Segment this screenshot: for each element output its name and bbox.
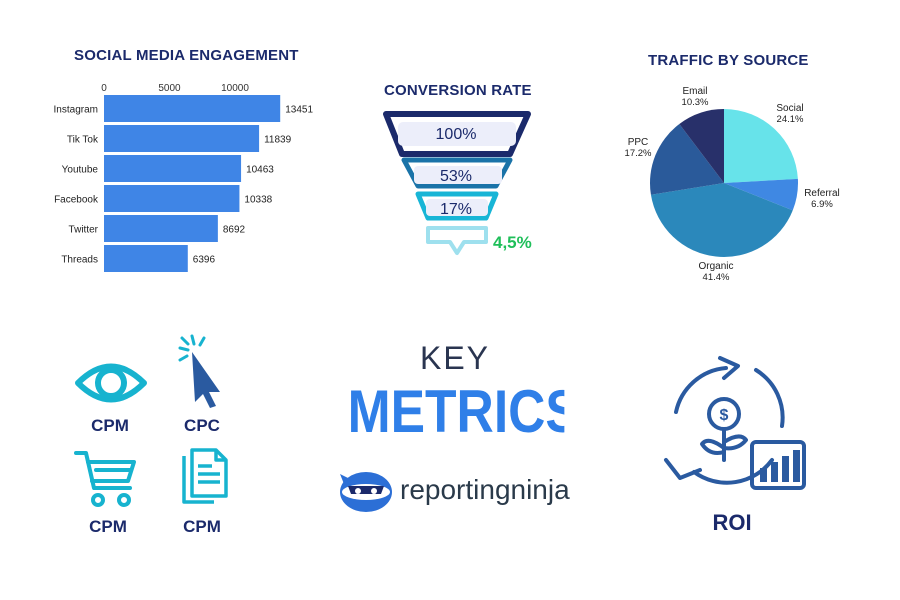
pie-slice-label: PPC (628, 137, 649, 148)
funnel-stage-3-inner (426, 199, 488, 216)
pie-slice (724, 178, 798, 211)
bar-value-label: 8692 (223, 225, 246, 236)
funnel-stage-4 (426, 226, 488, 255)
pie-slice-label: Email (682, 86, 707, 97)
funnel-stage-1-inner (398, 122, 516, 146)
category-label: Tik Tok (67, 135, 99, 146)
pie-slice (650, 123, 724, 195)
roi-growth-cycle-icon: $ (664, 356, 806, 490)
engagement-title: SOCIAL MEDIA ENGAGEMENT (74, 47, 299, 64)
category-label: Twitter (69, 225, 99, 236)
funnel-stage-3-text: 17% (440, 201, 472, 218)
bar (104, 215, 218, 242)
conversion-title: CONVERSION RATE (384, 82, 532, 99)
bar-value-label: 6396 (193, 255, 216, 266)
engagement-bar-chart: 0 5000 10000 Instagram 13451 Tik Tok 11839 Yout… (54, 83, 313, 272)
conversion-funnel: 100% 53% 17% 4,5% (383, 111, 532, 255)
funnel-stage-2-text: 53% (440, 168, 472, 185)
brand-wordmark: reportingninja (400, 474, 570, 506)
cursor-click-icon-label: CPC (184, 416, 220, 435)
pie-slice-percent: 6.9% (811, 199, 833, 210)
x-tick-label: 10000 (221, 83, 249, 94)
roi-dollar-sign: $ (720, 407, 729, 424)
pie-slice (650, 183, 793, 257)
pie-slice-label: Referral (804, 188, 840, 199)
pie-slice-label: Social (776, 103, 803, 114)
category-label: Youtube (62, 165, 99, 176)
pie-slice-percent: 10.3% (682, 97, 709, 108)
bar-value-label: 11839 (264, 135, 292, 146)
shopping-cart-icon-label: CPM (89, 517, 127, 536)
pie-slice-percent: 24.1% (777, 114, 804, 125)
category-label: Instagram (54, 105, 98, 116)
x-tick-label: 5000 (158, 83, 181, 94)
ninja-logo (340, 472, 392, 512)
category-label: Threads (61, 255, 98, 266)
pie-slice-percent: 41.4% (703, 272, 730, 283)
roi-label: ROI (712, 510, 752, 535)
x-tick-label: 0 (101, 83, 107, 94)
pie-slice (679, 109, 724, 183)
bar (104, 185, 240, 212)
key-heading: KEY (419, 340, 491, 376)
cursor-click-icon (178, 334, 220, 408)
bar (104, 155, 242, 182)
brand-ninja: ninja (510, 474, 570, 505)
pie-slice-label: Organic (698, 261, 733, 272)
funnel-final-value: 4,5% (493, 233, 532, 252)
bar-value-label: 10338 (244, 195, 272, 206)
traffic-title: TRAFFIC BY SOURCE (648, 52, 809, 69)
shopping-cart-icon (74, 451, 136, 507)
metrics-heading: METRICS (347, 378, 565, 445)
category-label: Facebook (54, 195, 99, 206)
funnel-stage-2-inner (414, 166, 502, 184)
bar (104, 95, 281, 122)
funnel-stage-1-text: 100% (436, 126, 477, 143)
eye-icon (75, 363, 147, 403)
document-icon-label: CPM (183, 517, 221, 536)
pie-slice-percent: 17.2% (625, 148, 652, 159)
brand-reporting: reporting (400, 474, 511, 505)
bar (104, 245, 188, 272)
bar-value-label: 13451 (285, 105, 313, 116)
document-icon (182, 448, 228, 504)
bar (104, 125, 260, 152)
bar-value-label: 10463 (246, 165, 274, 176)
pie-slice (724, 109, 798, 183)
eye-icon-label: CPM (91, 416, 129, 435)
